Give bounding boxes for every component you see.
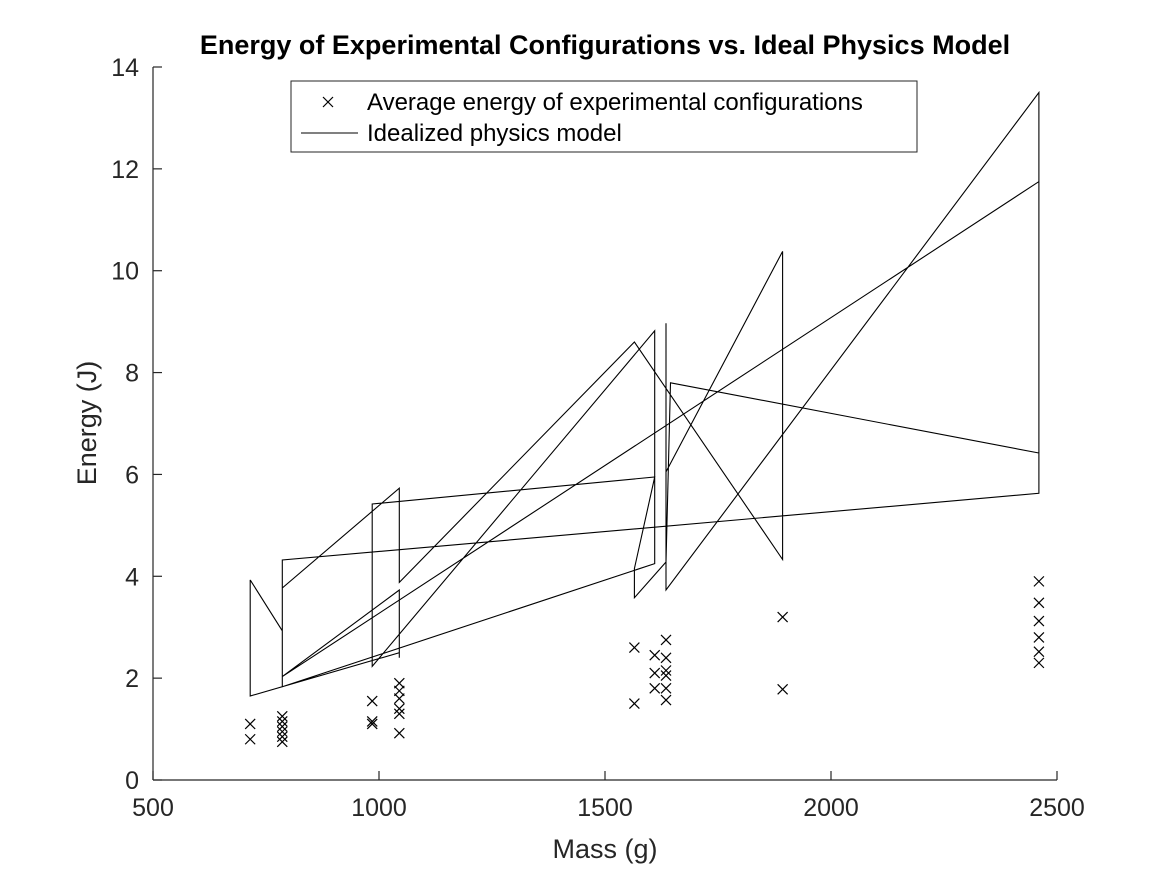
model-line-series [249,90,1040,697]
data-point-marker [660,652,672,664]
data-point-marker [366,695,378,707]
legend-label-scatter: Average energy of experimental configura… [367,89,863,116]
data-point-marker [1033,646,1045,658]
data-point-marker [366,718,378,730]
data-point-marker [628,642,640,654]
data-point-marker [649,682,661,694]
y-tick-label: 12 [111,156,139,184]
y-tick-label: 10 [111,258,139,286]
y-tick-label: 14 [111,54,139,82]
y-tick-label: 6 [125,461,139,489]
data-point-marker [393,708,405,720]
legend: Average energy of experimental configura… [290,80,918,153]
data-point-marker [1033,657,1045,669]
data-point-marker [628,698,640,710]
y-axis-label: Energy (J) [72,361,102,486]
data-point-marker [276,726,288,738]
data-point-marker [660,634,672,646]
data-point-marker [393,685,405,697]
y-ticks: 0 2 4 6 8 10 12 14 [111,54,162,795]
data-point-marker [276,731,288,743]
data-point-marker [393,727,405,739]
data-point-marker [244,718,256,730]
x-tick-label: 1500 [577,794,633,822]
y-tick-label: 8 [125,360,139,388]
data-point-marker [660,665,672,676]
x-ticks: 500 1000 1500 2000 2500 [132,771,1085,822]
data-point-marker [276,721,288,732]
data-point-marker [244,733,256,745]
y-tick-label: 0 [125,767,139,795]
data-point-marker [393,703,405,715]
y-tick-label: 4 [125,563,139,591]
data-point-marker [366,716,378,727]
legend-box [290,80,918,153]
data-point-marker [393,677,405,689]
data-point-marker [660,682,672,694]
x-tick-label: 2000 [803,794,859,822]
data-point-marker [1033,615,1045,627]
data-point-marker [649,649,661,661]
y-tick-label: 2 [125,665,139,693]
chart-title: Energy of Experimental Configurations vs… [200,30,1010,60]
legend-item-line: Idealized physics model [301,120,622,147]
x-axis-label: Mass (g) [552,834,657,864]
legend-label-line: Idealized physics model [367,120,622,147]
x-tick-label: 500 [132,794,174,822]
data-point-marker [777,683,789,695]
data-point-marker [660,670,672,682]
data-point-marker [1033,575,1045,587]
data-point-marker [276,736,288,748]
x-tick-label: 1000 [351,794,407,822]
data-point-marker [777,611,789,623]
data-point-marker [649,667,661,679]
data-point-marker [660,694,672,706]
data-point-marker [1033,597,1045,609]
data-point-marker [276,710,288,722]
data-point-marker [276,716,288,727]
legend-item-scatter: Average energy of experimental configura… [322,89,863,116]
x-tick-label: 2500 [1029,794,1085,822]
legend-marker-x [322,96,334,108]
data-point-marker [393,693,405,704]
series-group [244,90,1045,748]
data-point-marker [1033,631,1045,643]
